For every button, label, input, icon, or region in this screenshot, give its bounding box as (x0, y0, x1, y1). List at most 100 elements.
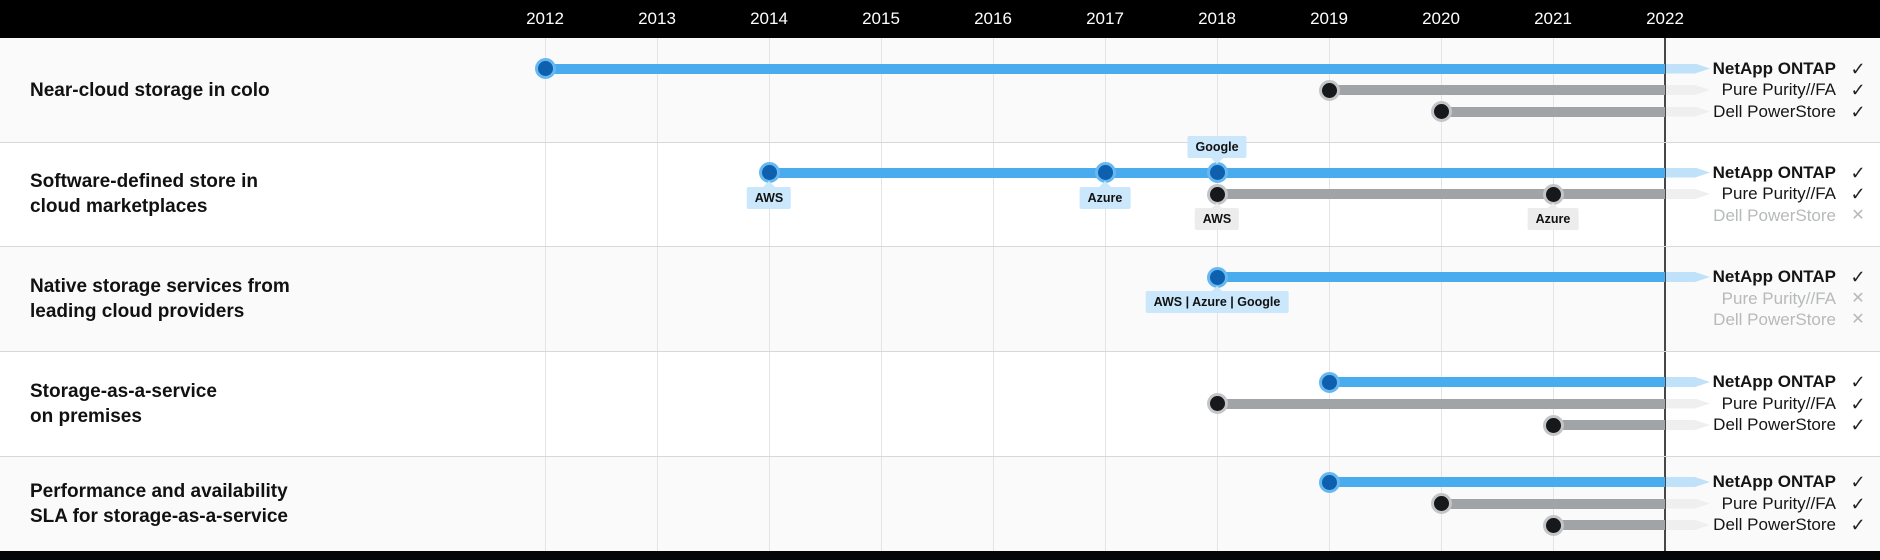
bar-fade-arrow (1666, 106, 1710, 117)
badge-pointer-icon (1211, 202, 1223, 209)
year-label: 2022 (1646, 9, 1684, 28)
row-divider (0, 351, 1880, 352)
vendor-name: NetApp ONTAP (1712, 162, 1836, 182)
check-icon: ✓ (1850, 80, 1866, 100)
vendor-name: Pure Purity//FA (1721, 184, 1836, 203)
timeline-bar (1217, 272, 1665, 282)
year-label: 2019 (1310, 9, 1348, 28)
milestone-dot (1430, 101, 1452, 122)
timeline-bar (1217, 189, 1665, 199)
gridline (769, 38, 770, 551)
bar-fade-arrow (1666, 63, 1710, 74)
provider-badge: AWS | Azure | Google (1145, 291, 1289, 313)
badge-pointer-icon (1211, 285, 1223, 292)
check-icon: ✓ (1850, 493, 1866, 514)
vendor-label-row: Pure Purity//FA ✓ (1722, 493, 1868, 515)
vendor-name: Dell PowerStore (1713, 515, 1836, 534)
timeline-bar (1329, 85, 1665, 95)
row-title-line: Software-defined store in (30, 171, 259, 192)
check-icon: ✓ (1850, 101, 1866, 122)
timeline-bar (1329, 477, 1665, 487)
badge-pointer-icon (1211, 158, 1223, 164)
row-title: Software-defined store in cloud marketpla… (30, 142, 258, 246)
check-icon: ✓ (1850, 515, 1866, 535)
vendor-name: Dell PowerStore (1713, 415, 1836, 434)
vendor-name: NetApp ONTAP (1712, 372, 1836, 391)
timeline-bar (545, 63, 1665, 74)
vendor-label-row: NetApp ONTAP ✓ (1713, 471, 1868, 493)
vendor-label-row: NetApp ONTAP ✓ (1713, 371, 1868, 393)
milestone-dot (1542, 514, 1564, 536)
milestone-dot (1318, 371, 1340, 393)
row-title: Native storage services from leading clou… (30, 246, 290, 351)
row-title-line: cloud marketplaces (30, 196, 208, 217)
vendor-label-row: NetApp ONTAP ✓ (1713, 266, 1868, 288)
vendor-name: Dell PowerStore (1713, 310, 1836, 329)
milestone-dot (1206, 266, 1228, 288)
vendor-name: NetApp ONTAP (1712, 472, 1836, 491)
provider-badge: Azure (1527, 208, 1579, 230)
year-label: 2013 (638, 9, 676, 28)
vendor-name: NetApp ONTAP (1712, 267, 1836, 286)
badge-pointer-icon (1099, 181, 1111, 187)
bar-fade-arrow (1666, 189, 1710, 199)
timeline-row (0, 246, 1880, 351)
timeline-bar (1329, 377, 1665, 387)
vendor-name: Pure Purity//FA (1721, 288, 1836, 308)
vendor-name: Pure Purity//FA (1721, 393, 1836, 413)
gridline (1329, 38, 1330, 551)
bar-fade-arrow (1666, 85, 1710, 95)
provider-badge: Azure (1079, 186, 1131, 209)
milestone-dot (1542, 183, 1564, 205)
row-title-line: SLA for storage-as-a-service (30, 505, 289, 527)
vendor-label-row: NetApp ONTAP ✓ (1713, 162, 1868, 184)
provider-badge: AWS (1194, 208, 1240, 230)
milestone-dot (1318, 79, 1340, 101)
gridline (657, 38, 658, 551)
vendor-label-row: Dell PowerStore ✓ (1713, 514, 1868, 536)
year-label: 2020 (1422, 9, 1460, 28)
x-icon: ✕ (1851, 289, 1865, 307)
row-title-line: leading cloud providers (30, 300, 245, 322)
x-icon: ✕ (1851, 311, 1865, 328)
gridline (1441, 38, 1442, 551)
milestone-dot (534, 58, 556, 79)
vendor-label-row: Dell PowerStore ✓ (1713, 101, 1868, 123)
check-icon: ✓ (1850, 415, 1866, 435)
bar-fade-arrow (1666, 420, 1710, 430)
row-title: Near-cloud storage in colo (30, 38, 270, 142)
milestone-dot (1206, 393, 1228, 414)
year-axis-header: 2012 2013 2014 2015 2016 2017 2018 2019 2020 2021… (0, 0, 1880, 38)
provider-badge: Google (1187, 135, 1247, 158)
milestone-dot (1206, 183, 1228, 205)
milestone-dot (1206, 162, 1228, 183)
vendor-label-row: Dell PowerStore ✕ (1713, 205, 1868, 227)
gridline (881, 38, 882, 551)
timeline-bar (1217, 398, 1665, 409)
milestone-dot (1542, 414, 1564, 436)
gridline (993, 38, 994, 551)
row-title-line: Performance and availability (30, 480, 288, 502)
vendor-label-row: Pure Purity//FA ✓ (1722, 79, 1868, 101)
vendor-label-row: Pure Purity//FA ✕ (1722, 288, 1868, 310)
row-divider (0, 456, 1880, 457)
bar-fade-arrow (1666, 377, 1710, 387)
year-label: 2012 (526, 9, 564, 28)
milestone-dot (1318, 471, 1340, 493)
provider-badge: AWS (746, 186, 792, 209)
year-label: 2016 (974, 9, 1012, 28)
bar-fade-arrow (1666, 398, 1710, 409)
row-title-line: on premises (30, 405, 142, 427)
check-icon: ✓ (1850, 58, 1866, 79)
milestone-dot (1430, 493, 1452, 514)
gridline (1105, 38, 1106, 551)
year-label: 2018 (1198, 9, 1236, 28)
row-title: Performance and availability SLA for stor… (30, 456, 288, 551)
check-icon: ✓ (1850, 472, 1866, 492)
year-label: 2017 (1086, 9, 1124, 28)
timeline-bar (1553, 420, 1665, 430)
timeline-bar (1553, 520, 1665, 530)
vendor-label-row: NetApp ONTAP ✓ (1713, 58, 1868, 80)
x-icon: ✕ (1851, 206, 1865, 224)
